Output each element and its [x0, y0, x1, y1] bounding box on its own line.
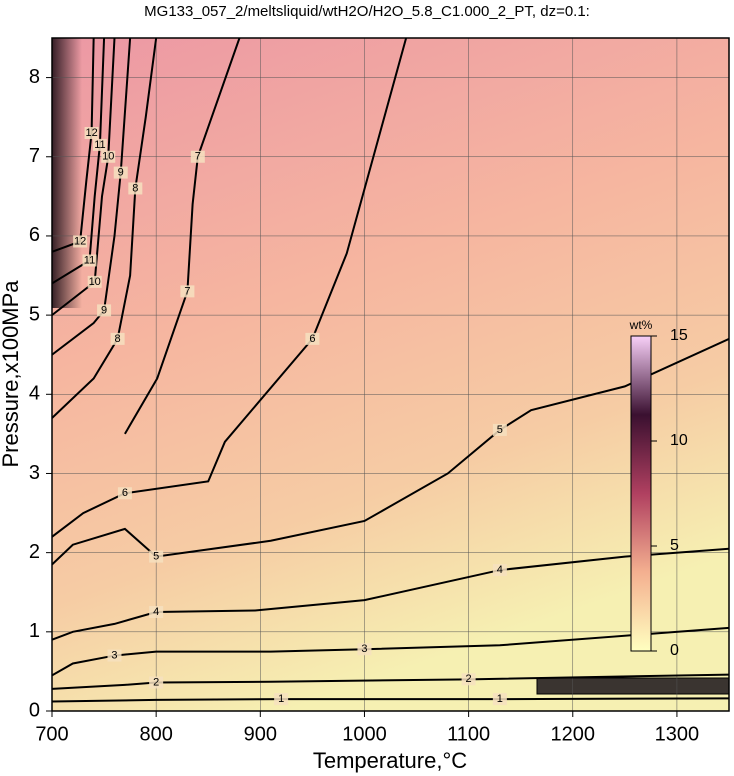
contour-line — [52, 38, 132, 356]
contour-label: 8 — [132, 182, 138, 194]
y-tick-label: 2 — [29, 541, 40, 563]
contour-label-bg — [82, 254, 97, 267]
contour-label-bg — [113, 166, 128, 179]
contour-label-bg — [492, 693, 507, 706]
contour-label: 1 — [278, 693, 284, 705]
y-tick-label: 4 — [29, 383, 40, 405]
plot-background — [52, 38, 729, 711]
y-tick-label: 5 — [29, 303, 40, 325]
contour-label-bg — [101, 150, 116, 163]
contour-line — [52, 337, 729, 566]
contour-label-bg — [73, 235, 88, 248]
contour-label-bg — [190, 150, 205, 163]
contour-label-bg — [357, 643, 372, 656]
chart-title: MG133_057_2/meltsliquid/wtH2O/H2O_5.8_C1… — [144, 3, 590, 20]
contour-label: 5 — [497, 424, 503, 436]
colorbar-tick-label: 15 — [670, 327, 688, 344]
dense-band — [536, 677, 730, 695]
contour-label: 4 — [497, 564, 503, 576]
dense-region — [52, 38, 82, 308]
contour-label-bg — [149, 550, 164, 563]
colorbar-tick-label: 0 — [670, 642, 679, 659]
colorbar-tick-label: 5 — [670, 537, 679, 554]
contour-line — [124, 38, 241, 435]
contour-label-bg — [149, 676, 164, 689]
x-axis-label: Temperature,°C — [313, 748, 467, 773]
contour-label: 2 — [466, 673, 472, 685]
contour-line — [52, 697, 729, 703]
contour-label-bg — [274, 693, 289, 706]
colorbar — [630, 335, 652, 652]
y-axis-label: Pressure,x100MPa — [0, 280, 23, 468]
x-tick-label: 1300 — [655, 723, 700, 745]
contour-label: 1 — [497, 693, 503, 705]
contour-line — [52, 38, 116, 316]
contour-line — [52, 626, 729, 677]
contour-line — [52, 673, 729, 690]
plot-frame — [51, 37, 730, 712]
contour-label: 3 — [111, 649, 117, 661]
contour-label-bg — [492, 423, 507, 436]
y-tick-label: 1 — [29, 620, 40, 642]
contour-label-bg — [87, 275, 102, 288]
contour-label-bg — [461, 673, 476, 686]
contour-label: 11 — [84, 254, 95, 266]
contour-label-bg — [180, 285, 195, 298]
contour-line — [52, 38, 158, 419]
x-tick-label: 1200 — [551, 723, 596, 745]
contour-label: 6 — [309, 333, 315, 345]
contour-label-bg — [492, 564, 507, 577]
contour-label-bg — [84, 127, 99, 140]
x-tick-label: 900 — [244, 723, 277, 745]
contour-label: 7 — [184, 285, 190, 297]
y-tick-label: 3 — [29, 462, 40, 484]
contour-label: 7 — [195, 151, 201, 163]
x-tick-label: 1000 — [342, 723, 387, 745]
contour-label-bg — [128, 182, 143, 195]
y-tick-label: 7 — [29, 145, 40, 167]
contour-label: 3 — [361, 643, 367, 655]
contour-label-bg — [110, 332, 125, 345]
contour-label-bg — [97, 304, 112, 317]
contour-label: 9 — [118, 167, 124, 179]
contour-label-bg — [107, 649, 122, 662]
contour-label: 8 — [115, 333, 121, 345]
contour-label: 4 — [153, 606, 159, 618]
contour-label-bg — [149, 606, 164, 619]
contour-label: 5 — [153, 551, 159, 563]
contour-line — [52, 38, 95, 253]
x-tick-label: 1100 — [447, 723, 490, 745]
contour-label: 12 — [74, 235, 86, 247]
contour-line — [52, 547, 729, 641]
y-tick-label: 0 — [29, 699, 40, 721]
y-tick-label: 6 — [29, 224, 40, 246]
contour-label: 10 — [89, 276, 101, 288]
y-tick-label: 8 — [29, 66, 40, 88]
x-tick-label: 800 — [139, 723, 172, 745]
contour-label: 9 — [101, 304, 107, 316]
contour-label: 12 — [85, 127, 97, 139]
contour-label-bg — [92, 138, 107, 151]
contour-label-bg — [305, 332, 320, 345]
contour-label: 2 — [153, 676, 159, 688]
contour-label-bg — [117, 487, 132, 500]
colorbar-tick-label: 10 — [670, 432, 688, 449]
contour-line — [52, 38, 408, 538]
contour-label: 11 — [94, 139, 105, 151]
x-tick-label: 700 — [35, 723, 68, 745]
contour-line — [52, 38, 106, 285]
contour-label: 6 — [122, 487, 128, 499]
contour-label: 10 — [102, 151, 114, 163]
colorbar-label: wt% — [629, 318, 653, 332]
